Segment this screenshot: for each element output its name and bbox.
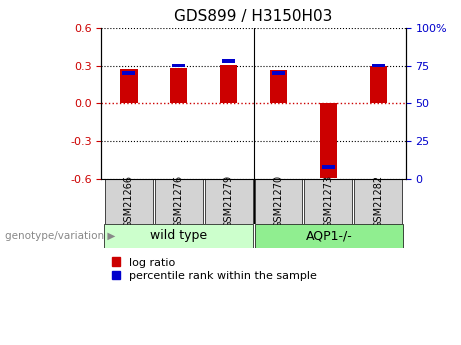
- Bar: [319, 104, 337, 177]
- Text: GSM21282: GSM21282: [373, 175, 383, 228]
- Bar: [272, 71, 285, 75]
- Text: genotype/variation ▶: genotype/variation ▶: [5, 231, 115, 241]
- Text: wild type: wild type: [150, 229, 207, 243]
- Bar: [322, 165, 335, 169]
- Bar: [155, 179, 203, 224]
- Bar: [172, 63, 185, 68]
- Bar: [170, 68, 188, 104]
- Text: GSM21270: GSM21270: [273, 175, 284, 228]
- Bar: [205, 179, 253, 224]
- Bar: [122, 71, 136, 75]
- Bar: [220, 65, 237, 104]
- Bar: [372, 63, 385, 68]
- Text: GSM21266: GSM21266: [124, 175, 134, 228]
- Title: GDS899 / H3150H03: GDS899 / H3150H03: [174, 9, 333, 24]
- Text: AQP1-/-: AQP1-/-: [306, 229, 352, 243]
- Text: GSM21273: GSM21273: [323, 175, 333, 228]
- Bar: [254, 224, 403, 248]
- Bar: [120, 69, 137, 104]
- Bar: [104, 224, 253, 248]
- Bar: [222, 59, 235, 63]
- Legend: log ratio, percentile rank within the sample: log ratio, percentile rank within the sa…: [112, 257, 317, 281]
- Bar: [105, 179, 153, 224]
- Bar: [254, 179, 302, 224]
- Text: GSM21276: GSM21276: [174, 175, 184, 228]
- Bar: [355, 179, 402, 224]
- Bar: [304, 179, 352, 224]
- Text: GSM21279: GSM21279: [224, 175, 234, 228]
- Bar: [370, 66, 387, 104]
- Bar: [270, 70, 287, 104]
